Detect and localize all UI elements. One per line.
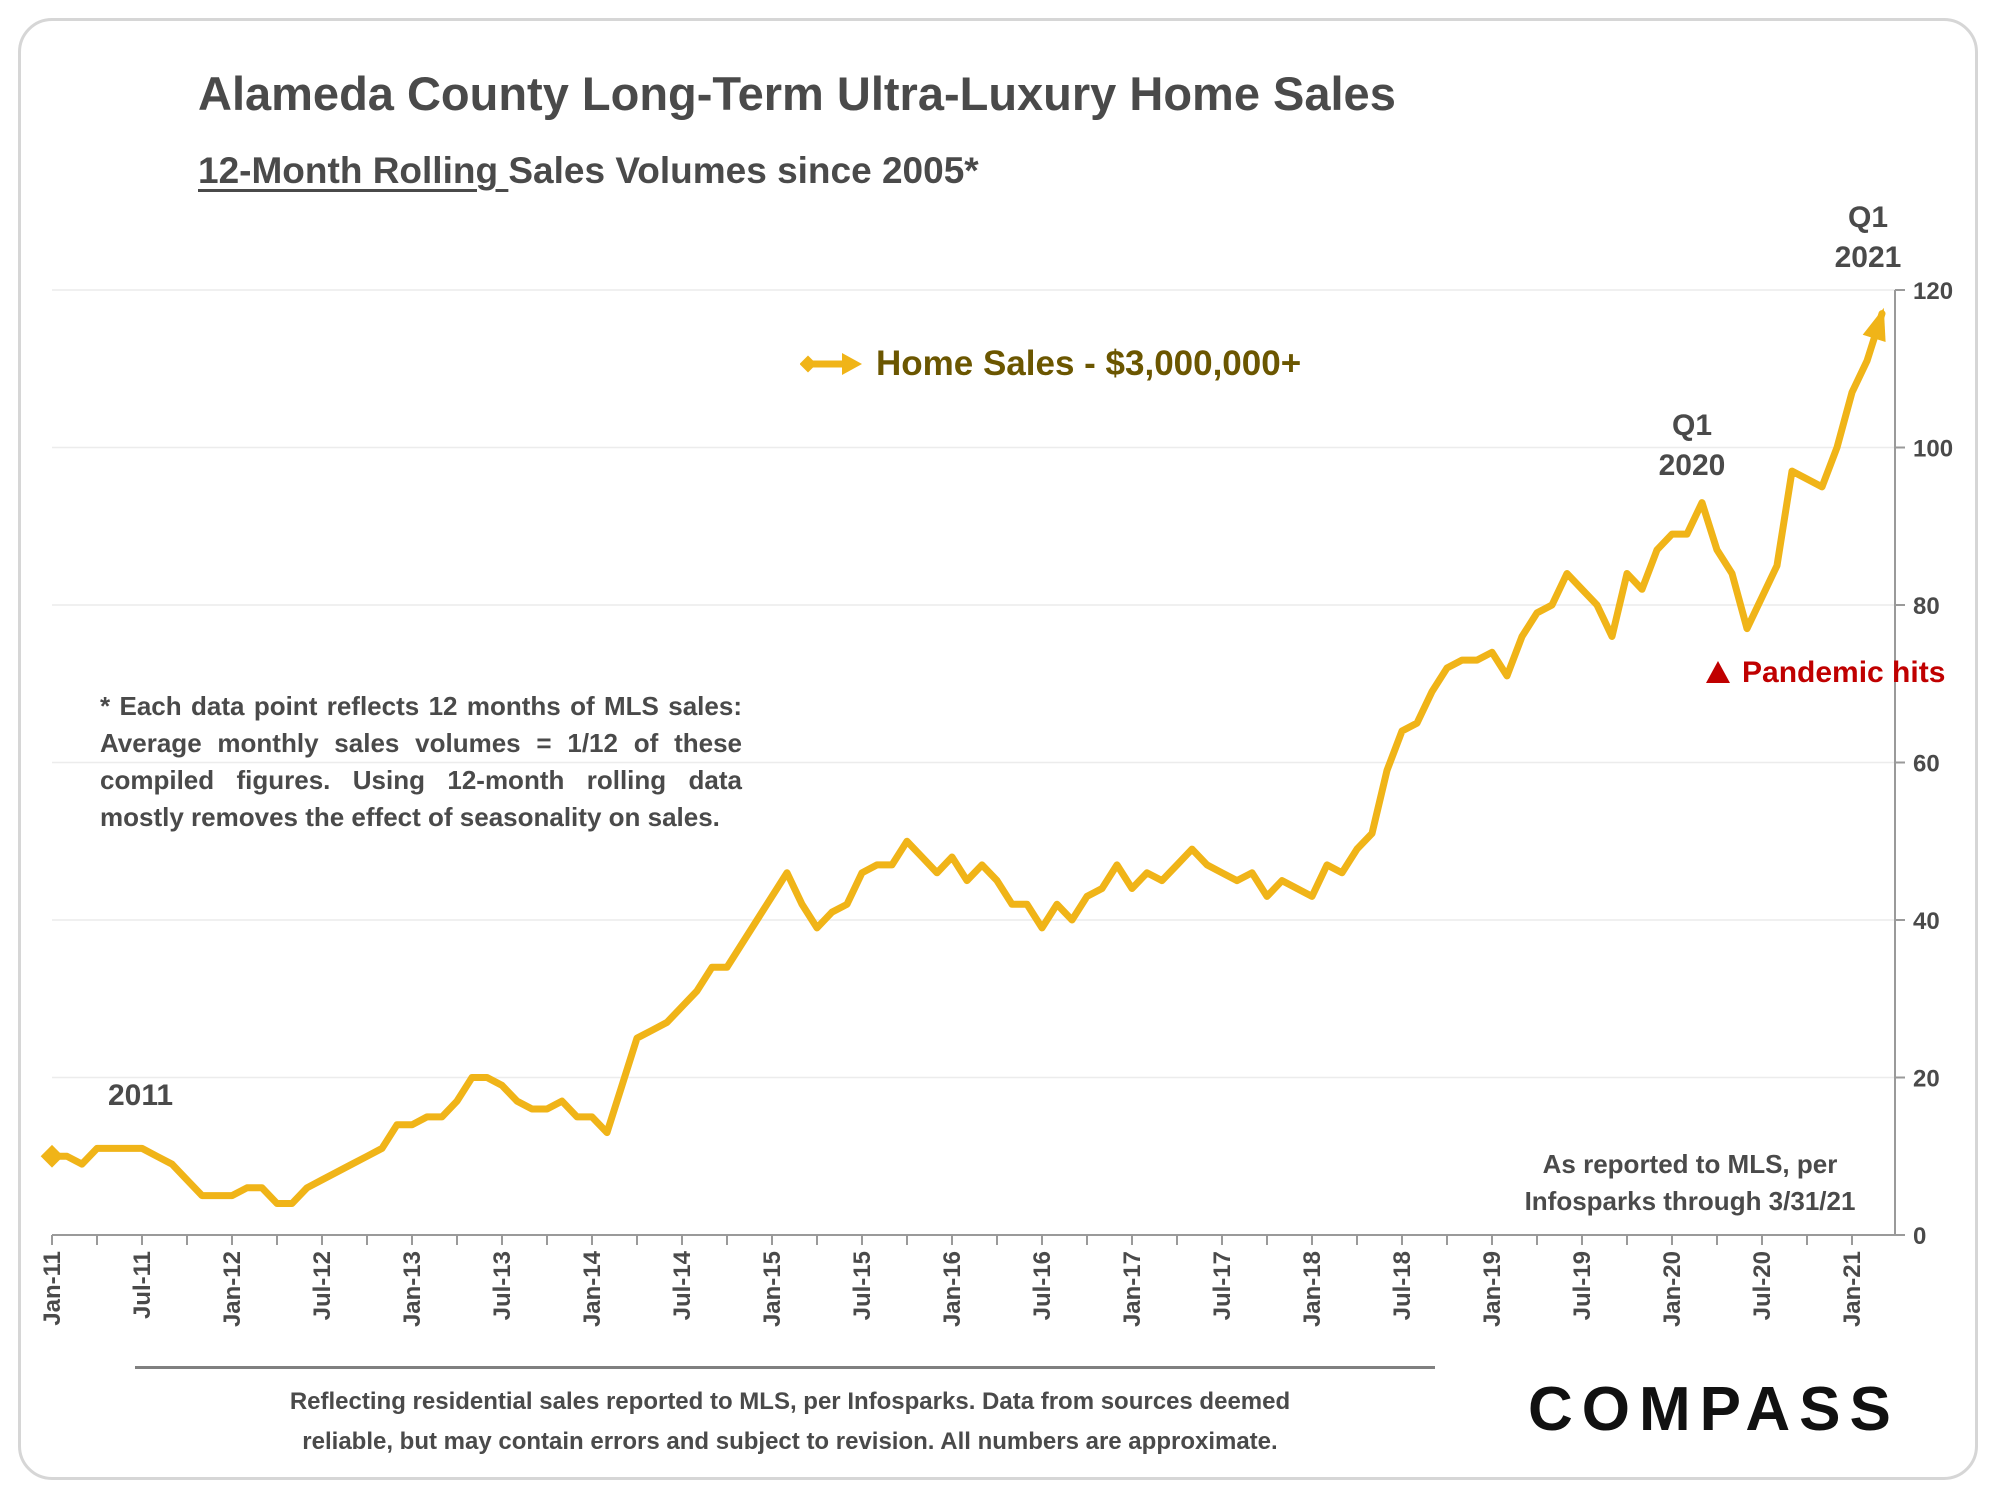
annotation-2011: 2011 [108,1079,174,1112]
source-note-line2: Infosparks through 3/31/21 [1524,1186,1856,1216]
y-tick-label-120: 120 [1913,278,1953,305]
y-tick-label-20: 20 [1913,1066,1940,1093]
axes [51,289,1905,1245]
x-tick-label-Jul-16: Jul-16 [1029,1251,1056,1320]
chart-title: Alameda County Long-Term Ultra-Luxury Ho… [198,67,1396,120]
x-tick-label-Jul-12: Jul-12 [309,1251,336,1320]
x-tick-label-Jul-11: Jul-11 [129,1251,156,1319]
annotation-q1-2021-line2: 2021 [1834,241,1902,274]
y-tick-label-100: 100 [1913,436,1953,463]
x-tick-label-Jan-19: Jan-19 [1479,1251,1506,1327]
source-note-line1: As reported to MLS, per [1542,1149,1838,1179]
gridlines [52,289,1895,1079]
x-tick-label-Jul-19: Jul-19 [1569,1251,1596,1320]
x-tick-labels: Jan-11 Jul-11 Jan-12 Jul-12 Jan-13 Jul-13 Jan-… [39,1250,1866,1327]
x-tick-label-Jan-15: Jan-15 [759,1251,786,1327]
annotation-q1-2021: Q1 2021 [1828,198,1908,278]
footer-line1: Reflecting residential sales reported to… [289,1388,1291,1415]
y-tick-label-80: 80 [1913,593,1940,620]
chart-subtitle: 12-Month Rolling Sales Volumes since 200… [198,150,979,192]
x-tick-label-Jan-12: Jan-12 [219,1251,246,1327]
subtitle-rest: Sales Volumes since 2005* [508,150,979,191]
series-line-home-sales [48,310,1886,1207]
x-tick-label-Jan-18: Jan-18 [1299,1251,1326,1327]
source-note: As reported to MLS, per Infosparks throu… [1490,1146,1890,1220]
legend-arrow-icon [800,353,862,375]
x-tick-label-Jul-20: Jul-20 [1749,1251,1776,1320]
x-tick-label-Jul-14: Jul-14 [669,1250,696,1320]
pandemic-label: Pandemic hits [1742,656,1946,689]
y-tick-label-40: 40 [1913,908,1940,935]
x-tick-label-Jan-20: Jan-20 [1659,1251,1686,1327]
series-start-marker [40,1144,64,1168]
x-tick-label-Jul-13: Jul-13 [489,1251,516,1320]
x-tick-label-Jan-16: Jan-16 [939,1251,966,1327]
footer-divider [135,1366,1435,1369]
x-tick-label-Jan-17: Jan-17 [1119,1251,1146,1327]
x-tick-label-Jan-13: Jan-13 [399,1251,426,1327]
footer-disclaimer: Reflecting residential sales reported to… [240,1382,1340,1462]
legend: Home Sales - $3,000,000+ [800,344,1301,384]
methodology-note: * Each data point reflects 12 months of … [100,691,742,832]
footer-line2: reliable, but may contain errors and sub… [302,1428,1278,1455]
annotation-q1-2021-line1: Q1 [1847,201,1889,234]
subtitle-underlined: 12-Month Rolling [198,150,509,191]
x-tick-label-Jul-18: Jul-18 [1389,1251,1416,1320]
x-tick-label-Jan-21: Jan-21 [1839,1251,1866,1327]
x-tick-label-Jan-14: Jan-14 [579,1250,606,1327]
series-end-arrow [1862,307,1886,342]
annotation-q1-2020: Q1 2020 [1652,406,1732,486]
legend-label: Home Sales - $3,000,000+ [876,344,1302,383]
x-tick-label-Jul-17: Jul-17 [1209,1251,1236,1320]
annotation-q1-2020-line1: Q1 [1671,409,1713,442]
pandemic-annotation: Pandemic hits [1706,656,1945,690]
y-tick-label-0: 0 [1913,1223,1926,1250]
y-tick-labels: 0 20 40 60 80 100 120 [1913,278,1953,1250]
y-tick-label-60: 60 [1913,751,1940,778]
triangle-up-icon [1706,661,1730,683]
compass-logo: COMPASS [1528,1375,1900,1444]
x-tick-label-Jan-11: Jan-11 [39,1251,66,1326]
x-tick-label-Jul-15: Jul-15 [849,1251,876,1320]
annotation-q1-2020-line2: 2020 [1658,449,1726,482]
